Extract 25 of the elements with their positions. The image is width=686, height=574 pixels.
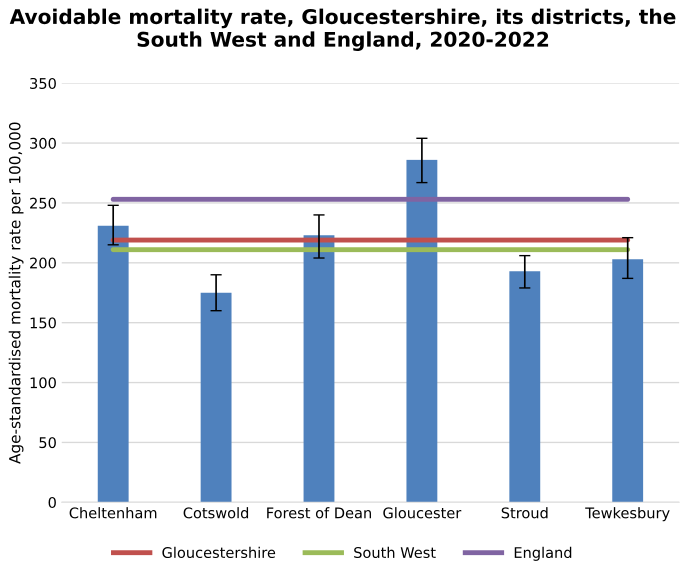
x-tick-label: Tewkesbury [585, 507, 670, 522]
bar [200, 292, 232, 502]
bar [304, 235, 334, 502]
bar [406, 160, 438, 502]
y-tick-label: 200 [30, 258, 56, 269]
x-tick-label: Cheltenham [70, 507, 156, 518]
x-tick-label: Stroud [502, 507, 548, 518]
legend-label: England [514, 546, 572, 561]
y-axis-title: Age-standardised mortality rate per 100,000 [8, 122, 24, 464]
y-tick-label: 300 [30, 138, 56, 149]
x-tick-label: Cotswold [184, 507, 248, 518]
chart-title: Avoidable mortality rate, Gloucestershire, its districts, the South West and England, 2020-2022 [10, 8, 676, 51]
y-tick-label: 100 [30, 377, 56, 388]
bar [509, 271, 540, 502]
legend-label: South West [354, 546, 436, 558]
y-tick-label: 150 [30, 317, 56, 328]
bar [98, 226, 129, 502]
x-tick-label: Gloucester [383, 507, 462, 518]
y-tick-label: 50 [39, 437, 56, 448]
bar [612, 259, 644, 502]
legend-label: Gloucestershire [162, 546, 276, 558]
y-tick-label: 0 [48, 496, 56, 508]
x-tick-label: Forest of Dean [267, 507, 371, 518]
y-tick-label: 250 [30, 198, 56, 209]
y-tick-label: 350 [30, 78, 56, 89]
